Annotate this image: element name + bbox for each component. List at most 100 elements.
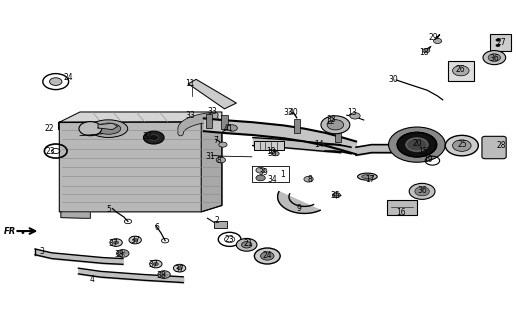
Text: 36: 36 bbox=[490, 54, 499, 63]
Circle shape bbox=[117, 250, 129, 257]
Polygon shape bbox=[61, 212, 90, 218]
Circle shape bbox=[406, 138, 428, 152]
Text: 13: 13 bbox=[347, 108, 357, 117]
Text: 12: 12 bbox=[326, 117, 335, 126]
Polygon shape bbox=[188, 79, 236, 109]
Bar bbox=[294, 119, 300, 133]
Text: 24: 24 bbox=[63, 73, 73, 82]
Bar bbox=[387, 200, 417, 215]
Circle shape bbox=[219, 142, 227, 147]
Polygon shape bbox=[278, 192, 320, 213]
Text: 24: 24 bbox=[263, 251, 272, 260]
Text: 6: 6 bbox=[155, 223, 160, 232]
Circle shape bbox=[236, 238, 257, 251]
Circle shape bbox=[216, 157, 225, 163]
Circle shape bbox=[129, 236, 141, 244]
Text: 20: 20 bbox=[412, 139, 422, 148]
Text: 16: 16 bbox=[397, 208, 406, 217]
Ellipse shape bbox=[358, 173, 377, 180]
Circle shape bbox=[114, 241, 119, 244]
Text: 26: 26 bbox=[456, 65, 465, 74]
Circle shape bbox=[496, 39, 500, 41]
Text: 5: 5 bbox=[106, 205, 111, 214]
Text: 29: 29 bbox=[429, 33, 438, 42]
Polygon shape bbox=[98, 123, 118, 130]
Circle shape bbox=[496, 44, 500, 47]
Circle shape bbox=[423, 48, 430, 53]
Bar bbox=[335, 128, 341, 142]
Text: 31: 31 bbox=[206, 152, 215, 161]
Text: 8: 8 bbox=[307, 175, 312, 184]
Bar bbox=[206, 114, 212, 128]
Ellipse shape bbox=[89, 120, 128, 138]
Circle shape bbox=[177, 267, 182, 270]
Text: 17: 17 bbox=[366, 175, 375, 184]
Circle shape bbox=[445, 135, 478, 156]
Circle shape bbox=[350, 113, 360, 119]
Text: 34: 34 bbox=[268, 175, 277, 184]
Text: 33: 33 bbox=[283, 108, 293, 117]
Circle shape bbox=[256, 167, 265, 173]
Polygon shape bbox=[59, 122, 222, 212]
Circle shape bbox=[241, 242, 252, 248]
Text: 35: 35 bbox=[331, 191, 340, 200]
Text: 35: 35 bbox=[268, 149, 277, 158]
Bar bbox=[254, 141, 284, 150]
Text: 3: 3 bbox=[40, 247, 45, 256]
Polygon shape bbox=[59, 112, 222, 122]
Circle shape bbox=[389, 127, 445, 162]
Circle shape bbox=[488, 54, 501, 61]
Text: 32: 32 bbox=[142, 132, 152, 141]
Text: 25: 25 bbox=[457, 140, 466, 149]
Text: 9: 9 bbox=[297, 204, 302, 213]
Text: 10: 10 bbox=[266, 147, 276, 156]
Bar bbox=[214, 221, 227, 228]
Bar bbox=[448, 61, 474, 81]
Circle shape bbox=[261, 252, 274, 260]
Bar bbox=[490, 34, 511, 51]
Text: 33: 33 bbox=[327, 115, 336, 124]
Circle shape bbox=[153, 262, 158, 266]
Circle shape bbox=[304, 176, 313, 182]
Circle shape bbox=[227, 125, 237, 131]
Text: 14: 14 bbox=[314, 140, 324, 149]
Text: 23: 23 bbox=[225, 235, 234, 244]
Circle shape bbox=[332, 193, 341, 198]
Circle shape bbox=[453, 140, 471, 151]
Text: 36: 36 bbox=[417, 186, 427, 195]
Circle shape bbox=[110, 239, 122, 246]
Circle shape bbox=[409, 183, 435, 199]
Text: 19: 19 bbox=[424, 155, 433, 164]
Text: 37: 37 bbox=[131, 236, 140, 245]
Text: FR: FR bbox=[4, 227, 17, 236]
Circle shape bbox=[254, 248, 280, 264]
Text: 28: 28 bbox=[497, 141, 506, 150]
Circle shape bbox=[415, 187, 429, 196]
Circle shape bbox=[149, 135, 158, 140]
Circle shape bbox=[321, 116, 350, 134]
Circle shape bbox=[483, 51, 506, 65]
Text: 37: 37 bbox=[149, 260, 158, 269]
Text: 27: 27 bbox=[497, 38, 506, 47]
Text: 11: 11 bbox=[185, 79, 195, 88]
Text: 39: 39 bbox=[259, 168, 268, 177]
Circle shape bbox=[407, 138, 427, 151]
Ellipse shape bbox=[362, 175, 373, 179]
Polygon shape bbox=[201, 122, 222, 212]
Text: 8: 8 bbox=[217, 156, 222, 165]
Circle shape bbox=[272, 151, 279, 156]
Circle shape bbox=[397, 132, 437, 157]
FancyBboxPatch shape bbox=[482, 136, 506, 159]
Text: 40: 40 bbox=[288, 108, 298, 117]
Text: 22: 22 bbox=[44, 124, 54, 133]
Text: 37: 37 bbox=[175, 265, 184, 274]
Circle shape bbox=[433, 38, 442, 44]
Circle shape bbox=[256, 175, 265, 181]
Text: 2: 2 bbox=[214, 216, 219, 225]
Circle shape bbox=[327, 120, 344, 130]
Text: 37: 37 bbox=[109, 239, 118, 248]
Text: 33: 33 bbox=[208, 107, 217, 116]
Circle shape bbox=[143, 131, 164, 144]
Text: 7: 7 bbox=[213, 136, 218, 145]
Circle shape bbox=[79, 122, 102, 136]
